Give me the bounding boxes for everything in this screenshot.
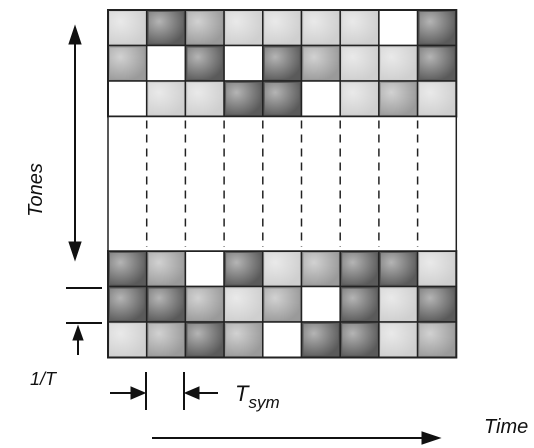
top-cell-r2-c7-shade	[342, 47, 377, 79]
top-cell-r2-c8-shade	[380, 47, 416, 79]
bottom-cell-r3-c3-shade	[187, 324, 223, 356]
bottom-cell-r2-c7-shade	[342, 288, 377, 320]
bottom-cell-r2-c8-shade	[380, 288, 416, 320]
tones-arrow	[68, 24, 82, 262]
bottom-tone-grid	[107, 250, 458, 359]
top-cell-r2-c2	[145, 44, 187, 82]
time-label: Time	[484, 416, 528, 438]
bottom-cell-r2-c6	[300, 285, 341, 323]
top-tone-grid	[107, 9, 458, 118]
bottom-cell-r1-c4-shade	[226, 253, 261, 285]
top-cell-r3-c5-shade	[264, 83, 300, 115]
t-sym-subscript: sym	[248, 393, 279, 412]
bottom-cell-r1-c1-shade	[110, 253, 145, 285]
top-cell-r3-c3-shade	[187, 83, 223, 115]
bottom-cell-r3-c8-shade	[380, 324, 416, 356]
bottom-cell-r2-c9-shade	[419, 288, 455, 320]
bottom-cell-r3-c2-shade	[148, 324, 184, 356]
bottom-cell-r1-c9-shade	[419, 253, 455, 285]
top-cell-r2-c6-shade	[303, 47, 339, 79]
top-cell-r3-c1	[107, 80, 148, 118]
t-sym-main: T	[235, 381, 250, 406]
omitted-tones-gap	[107, 115, 458, 252]
top-cell-r3-c8-shade	[380, 83, 416, 115]
time-arrow	[152, 431, 442, 445]
bottom-cell-r2-c1-shade	[110, 288, 145, 320]
symbol-period-marker	[110, 372, 218, 410]
bottom-cell-r2-c3-shade	[187, 288, 223, 320]
top-cell-r1-c2-shade	[148, 12, 184, 44]
top-cell-r3-c6	[300, 80, 341, 118]
top-cell-r1-c3-shade	[187, 12, 223, 44]
bottom-cell-r3-c6-shade	[303, 324, 339, 356]
bottom-cell-r1-c3	[184, 250, 225, 288]
bottom-cell-r1-c8-shade	[380, 253, 416, 285]
top-cell-r1-c9-shade	[419, 12, 455, 44]
bottom-cell-r3-c7-shade	[342, 324, 377, 356]
top-cell-r2-c5-shade	[264, 47, 300, 79]
top-cell-r1-c7-shade	[342, 12, 377, 44]
top-cell-r3-c4-shade	[226, 83, 261, 115]
top-cell-r2-c9-shade	[419, 47, 455, 79]
bottom-cell-r1-c7-shade	[342, 253, 377, 285]
bottom-cell-r2-c5-shade	[264, 288, 300, 320]
top-cell-r2-c1-shade	[110, 47, 145, 79]
bottom-cell-r3-c5	[262, 321, 303, 359]
bottom-cell-r1-c5-shade	[264, 253, 300, 285]
top-cell-r1-c6-shade	[303, 12, 339, 44]
bottom-cell-r3-c1-shade	[110, 324, 145, 356]
top-cell-r1-c1-shade	[110, 12, 145, 44]
top-cell-r1-c4-shade	[226, 12, 261, 44]
top-cell-r2-c4	[223, 44, 264, 82]
top-cell-r3-c7-shade	[342, 83, 377, 115]
bottom-cell-r1-c6-shade	[303, 253, 339, 285]
top-cell-r3-c9-shade	[419, 83, 455, 115]
bottom-cell-r3-c9-shade	[419, 324, 455, 356]
one-over-t-label: 1/T	[30, 369, 58, 389]
bottom-cell-r2-c4-shade	[226, 288, 261, 320]
top-cell-r3-c2-shade	[148, 83, 184, 115]
bottom-cell-r3-c4-shade	[226, 324, 261, 356]
tones-label: Tones	[25, 163, 47, 217]
bottom-cell-r1-c2-shade	[148, 253, 184, 285]
top-cell-r1-c8	[378, 9, 419, 47]
tone-spacing-marker	[66, 287, 102, 355]
gap-frame	[107, 115, 458, 252]
t-sym-label: Tsym	[235, 381, 280, 412]
bottom-cell-r2-c2-shade	[148, 288, 184, 320]
top-cell-r1-c5-shade	[264, 12, 300, 44]
top-cell-r2-c3-shade	[187, 47, 223, 79]
